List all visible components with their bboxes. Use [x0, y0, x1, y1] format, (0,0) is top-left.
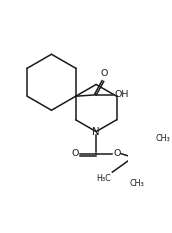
Text: CH₃: CH₃ [129, 179, 144, 188]
Text: H₃C: H₃C [96, 174, 111, 183]
Text: O: O [100, 69, 107, 78]
Text: O: O [72, 149, 79, 158]
Text: O: O [113, 149, 120, 158]
Text: OH: OH [114, 90, 128, 99]
Text: N: N [92, 127, 100, 137]
Text: CH₃: CH₃ [155, 134, 170, 143]
